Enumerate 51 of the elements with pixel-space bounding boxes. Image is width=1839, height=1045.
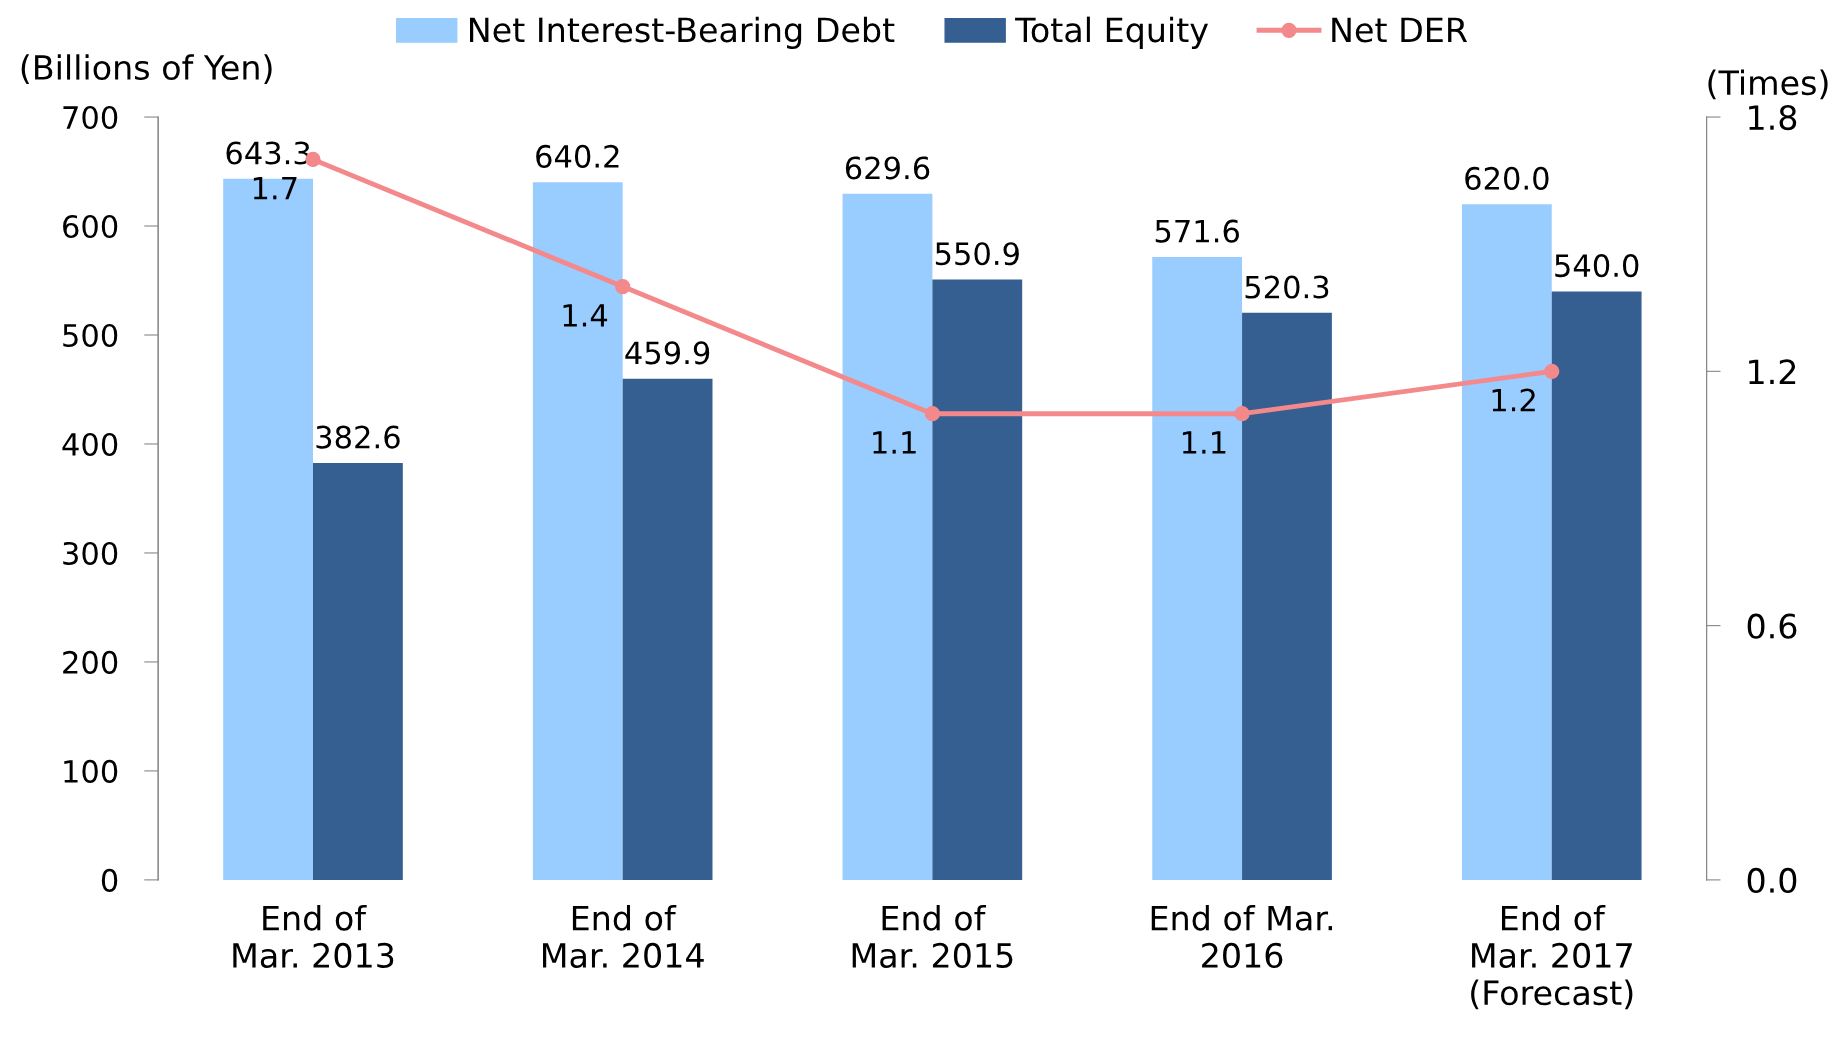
x-tick-label: End of Mar. 2015: [852, 904, 1013, 969]
data-label: 571.6: [1155, 219, 1239, 243]
bar: [223, 178, 313, 880]
data-label: 1.1: [1182, 431, 1226, 454]
y-tick-label: 0: [101, 868, 118, 892]
data-label: 643.3: [226, 141, 310, 165]
data-label: 1.4: [563, 304, 608, 327]
data-label: 629.6: [845, 156, 930, 180]
data-label: 1.7: [253, 177, 297, 200]
y-tick-label: 200: [63, 650, 118, 674]
data-label: 459.9: [625, 341, 710, 365]
bar: [842, 193, 933, 880]
data-label: 550.9: [935, 242, 1019, 266]
x-tick-label: End of Mar. 2013: [233, 904, 394, 969]
y2-tick-label: 1.2: [1749, 359, 1796, 384]
bar: [313, 462, 403, 880]
bar: [1461, 204, 1552, 880]
data-label: 540.0: [1555, 254, 1639, 278]
point: [924, 406, 941, 422]
data-label: 640.2: [536, 144, 619, 168]
y2-tick-label: 1.8: [1749, 104, 1797, 131]
legend-label: Total Equity: [1015, 16, 1209, 49]
legend-label: Net Interest-Bearing Debt: [470, 16, 895, 49]
y-tick-label: 600: [63, 214, 118, 239]
data-label: 1.2: [1492, 388, 1535, 412]
point: [615, 278, 631, 295]
bar: [622, 378, 713, 880]
data-label: 520.3: [1245, 275, 1329, 299]
x-tick-label: End of Mar. 2016: [1151, 904, 1333, 969]
point: [1234, 406, 1250, 422]
data-label: 382.6: [316, 425, 400, 449]
y-tick-label: 400: [62, 432, 118, 457]
x-tick-label: End of Mar. 2017 (Forecast): [1471, 904, 1633, 1010]
y-tick-label: 500: [63, 323, 118, 348]
data-label: 620.0: [1465, 166, 1549, 190]
x-tick-label: End of Mar. 2014: [543, 904, 704, 969]
y-axis-title: (Billions of Yen): [21, 54, 272, 84]
bar: [932, 279, 1023, 880]
bar: [1152, 256, 1243, 880]
legend-label: Net DER: [1332, 17, 1468, 43]
point: [1544, 363, 1560, 379]
y2-axis-title: (Times): [1708, 69, 1828, 100]
data-label: 1.1: [873, 431, 916, 454]
y2-tick-label: 0.6: [1747, 613, 1797, 639]
y-tick-label: 300: [63, 541, 118, 565]
y2-tick-label: 0.0: [1747, 867, 1797, 894]
bar: [532, 182, 623, 880]
y-tick-label: 700: [63, 105, 118, 130]
bar: [1551, 291, 1642, 880]
bar: [1242, 312, 1332, 880]
y-tick-label: 100: [64, 759, 118, 783]
